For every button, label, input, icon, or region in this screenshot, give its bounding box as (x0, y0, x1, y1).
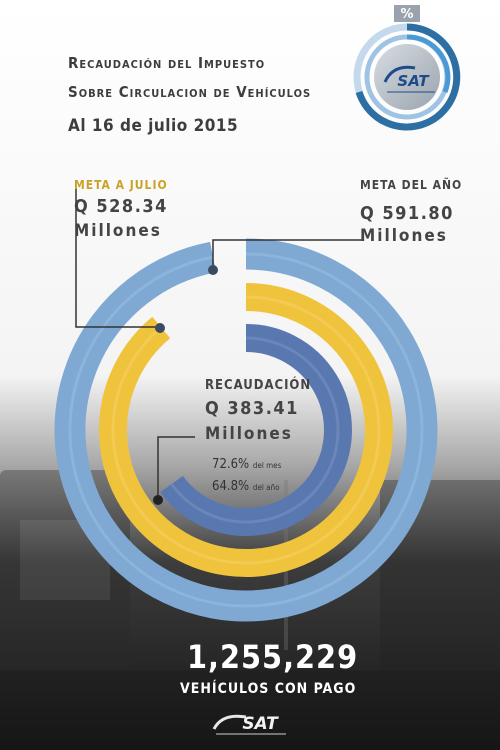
vehicles-label: VEHÍCULOS CON PAGO (180, 681, 357, 697)
meta-julio-amount: Q 528.34 (74, 196, 168, 217)
title-line-1: Recaudación del Impuesto (68, 54, 266, 72)
dot-meta-julio (155, 323, 165, 333)
svg-text:SAT: SAT (397, 72, 430, 90)
sat-percent-badge: % SAT (353, 5, 461, 131)
ring-highlight-0 (68, 252, 424, 608)
pct-anio-value: 64.8% (212, 479, 250, 494)
dot-recaudacion (153, 495, 163, 505)
pct-anio-label: del año (252, 483, 280, 492)
title-line-2: Sobre Circulacion de Vehículos (68, 83, 312, 101)
meta-anio-amount: Q 591.80 (360, 203, 454, 224)
pct-mes-value: 72.6% (212, 457, 250, 472)
svg-text:SAT: SAT (242, 714, 279, 734)
dot-meta-anio (208, 265, 218, 275)
recaudacion-label: RECAUDACIÓN (205, 378, 312, 393)
callout-recaudacion (157, 436, 195, 498)
sat-logo-icon: SAT (383, 65, 435, 93)
pct-mes: 72.6% del mes (212, 457, 281, 472)
recaudacion-unit: Millones (205, 424, 293, 444)
meta-anio-unit: Millones (360, 226, 448, 246)
meta-julio-label: META A JULIO (74, 178, 168, 192)
ring-highlight-2 (170, 336, 340, 524)
vehicles-count: 1,255,229 (187, 638, 359, 676)
recaudacion-amount: Q 383.41 (205, 398, 299, 419)
badge-tab (394, 5, 420, 22)
callout-lines (75, 188, 362, 498)
percent-icon: % (400, 7, 413, 22)
pct-anio: 64.8% del año (212, 479, 280, 494)
date-label: Al 16 de julio 2015 (68, 116, 239, 136)
meta-anio-label: META DEL AÑO (360, 178, 463, 192)
ring-highlight-1 (111, 295, 381, 565)
callout-meta-anio (212, 239, 362, 268)
callout-meta-julio (75, 188, 158, 328)
footer-sat-logo-icon: SAT (212, 714, 286, 735)
pct-mes-label: del mes (252, 461, 282, 470)
meta-julio-unit: Millones (74, 221, 162, 241)
